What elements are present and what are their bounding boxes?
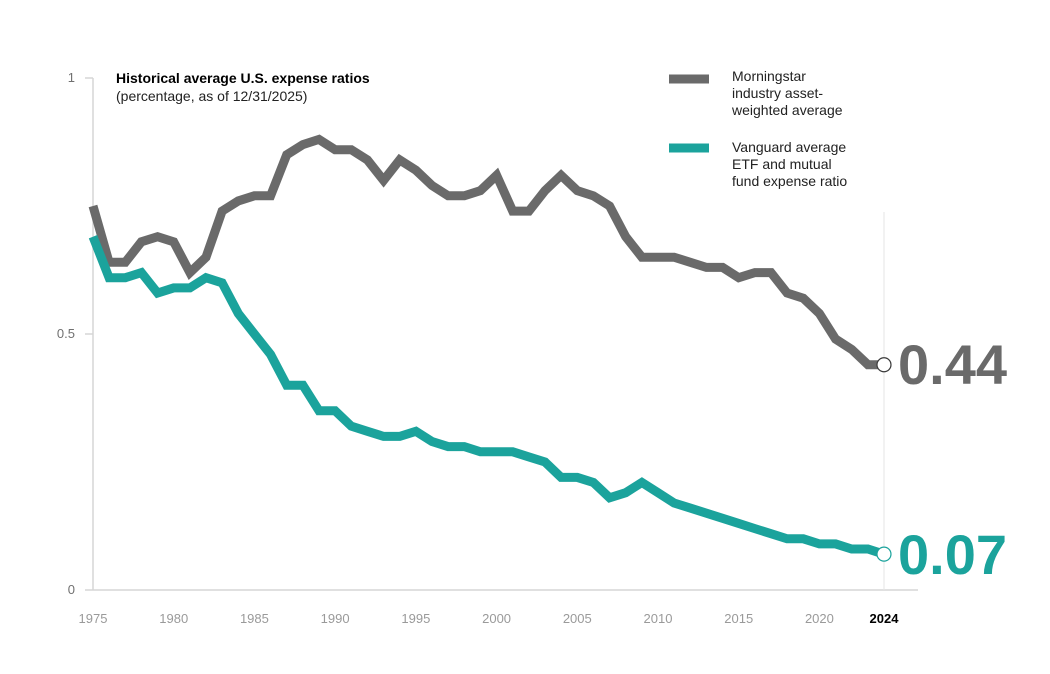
series-lines	[88, 134, 886, 559]
legend-line: weighted average	[731, 102, 843, 118]
legend-line: fund expense ratio	[732, 173, 847, 189]
x-tick-label: 1985	[240, 611, 269, 626]
legend-label-vanguard: Vanguard average ETF and mutual fund exp…	[732, 139, 850, 189]
x-tick-label: 2024	[870, 611, 900, 626]
x-tick-label: 1990	[321, 611, 350, 626]
legend-label-morningstar: Morningstar industry asset- weighted ave…	[731, 68, 843, 118]
x-tick-label: 2005	[563, 611, 592, 626]
x-tick-label: 2015	[724, 611, 753, 626]
y-axis-ticks: 00.51	[57, 70, 93, 597]
end-markers	[876, 357, 892, 562]
chart-title: Historical average U.S. expense ratios	[116, 70, 370, 86]
x-tick-label: 2020	[805, 611, 834, 626]
legend-line: Morningstar	[732, 68, 806, 84]
end-label-vanguard: 0.07	[898, 523, 1007, 586]
end-point-marker	[876, 546, 892, 562]
series-line-morningstar	[88, 134, 884, 370]
legend-line: industry asset-	[732, 85, 823, 101]
end-label-morningstar: 0.44	[898, 333, 1007, 396]
x-tick-label: 2000	[482, 611, 511, 626]
x-tick-label: 1975	[79, 611, 108, 626]
legend-line: Vanguard average	[732, 139, 846, 155]
end-point-marker	[876, 357, 892, 373]
y-tick-label: 1	[68, 70, 75, 85]
legend-line: ETF and mutual	[732, 156, 832, 172]
chart-subtitle: (percentage, as of 12/31/2025)	[116, 88, 307, 104]
x-axis-ticks: 1975 1980 1985 1990 1995 2000 2005 2010 2015 2020…	[79, 611, 900, 626]
x-tick-label: 1980	[159, 611, 188, 626]
series-line-vanguard	[88, 235, 886, 559]
legend: Morningstar industry asset- weighted ave…	[669, 68, 850, 189]
x-tick-label: 1995	[401, 611, 430, 626]
x-tick-label: 2010	[644, 611, 673, 626]
y-tick-label: 0	[68, 582, 75, 597]
y-tick-label: 0.5	[57, 326, 75, 341]
